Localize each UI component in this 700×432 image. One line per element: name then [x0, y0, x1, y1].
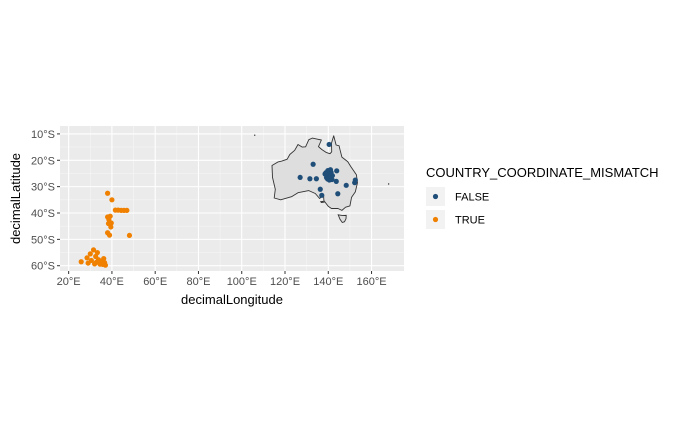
island-landmass: [319, 200, 325, 203]
data-point-false-6: [317, 186, 323, 192]
legend-title: COUNTRY_COORDINATE_MISMATCH: [426, 165, 659, 180]
y-tick-label: 60°S: [31, 261, 55, 273]
x-tick-label: 140°E: [313, 276, 343, 288]
data-point-true-7: [106, 232, 113, 238]
data-point-true-33: [93, 259, 99, 265]
data-point-false-0: [326, 141, 332, 148]
data-point-false-8: [335, 191, 341, 197]
data-point-false-3: [297, 174, 303, 181]
y-tick-label: 40°S: [31, 208, 55, 220]
y-tick-label: 30°S: [31, 182, 55, 194]
data-point-true-15: [108, 224, 114, 230]
x-tick-label: 40°E: [100, 276, 124, 288]
data-point-true-16: [78, 259, 84, 265]
data-point-true-31: [102, 262, 109, 268]
data-point-true-1: [109, 197, 115, 203]
data-point-false-5: [313, 176, 319, 182]
data-point-false-7: [319, 192, 325, 198]
data-point-true-29: [101, 256, 107, 262]
y-tick-label: 10°S: [31, 129, 55, 141]
legend-label-true: TRUE: [455, 215, 485, 227]
x-tick-label: 60°E: [143, 276, 167, 288]
data-point-false-29: [326, 175, 333, 181]
island-landmass: [337, 214, 347, 224]
data-point-false-2: [310, 161, 316, 167]
data-point-true-24: [94, 249, 101, 256]
x-tick-label: 100°E: [227, 276, 257, 288]
y-axis-title: decimalLatitude: [8, 153, 23, 244]
data-point-false-4: [307, 176, 313, 182]
map-speck: [254, 134, 256, 136]
legend-marker-false: [432, 193, 439, 200]
data-point-true-21: [90, 247, 97, 253]
data-point-true-17: [84, 255, 90, 261]
x-tick-label: 120°E: [270, 276, 300, 288]
data-point-false-10: [333, 178, 339, 184]
legend-marker-true: [432, 216, 439, 223]
y-tick-label: 20°S: [31, 155, 55, 167]
data-point-true-12: [124, 207, 130, 213]
data-point-true-14: [107, 213, 113, 219]
data-point-false-9: [343, 182, 349, 188]
legend: COUNTRY_COORDINATE_MISMATCH FALSE TRUE: [426, 165, 659, 229]
map-speck: [387, 183, 390, 185]
australia-landmass: [271, 135, 358, 211]
data-point-false-12: [352, 177, 358, 183]
legend-label-false: FALSE: [455, 192, 489, 204]
y-tick-label: 50°S: [31, 234, 55, 246]
x-tick-label: 20°E: [57, 276, 81, 288]
data-point-false-1: [334, 168, 340, 174]
x-tick-label: 80°E: [186, 276, 210, 288]
x-axis-title: decimalLongitude: [181, 292, 283, 307]
data-point-true-20: [88, 257, 94, 264]
data-point-true-13: [126, 232, 133, 239]
data-point-true-19: [87, 251, 93, 257]
data-point-true-0: [104, 190, 111, 196]
data-point-false-28: [326, 170, 332, 176]
plot-panel: [60, 126, 404, 271]
x-tick-label: 160°E: [357, 276, 387, 288]
chart-axes: 20°E 40°E 60°E 80°E 100°E 120°E 140°E 160°E 10°S…: [31, 129, 387, 288]
